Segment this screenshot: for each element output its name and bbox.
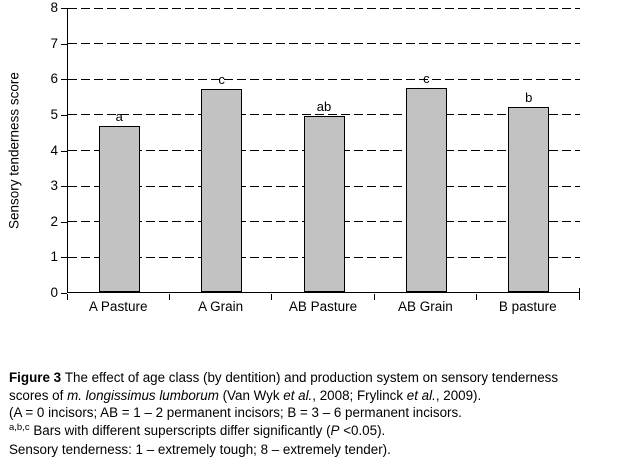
bar	[98, 125, 140, 292]
caption-segment: (A = 0 incisors; AB = 1 – 2 permanent in…	[9, 405, 462, 421]
caption-line: Sensory tenderness: 1 – extremely tough;…	[9, 441, 629, 459]
plot-area: a c ab c b	[67, 7, 580, 293]
x-category-label: AB Pasture	[288, 299, 358, 314]
x-tick-mark	[373, 294, 375, 300]
x-tick-mark	[476, 294, 478, 300]
caption-segment: et al.	[406, 387, 436, 403]
bar	[405, 87, 447, 292]
x-tick-mark	[66, 294, 68, 300]
bar-superscript-label: a	[115, 108, 123, 124]
y-tick-mark	[61, 43, 67, 45]
bar-superscript-label: c	[218, 71, 225, 87]
y-tick-mark	[61, 150, 67, 152]
y-tick-mark	[61, 221, 67, 223]
y-tick-mark	[61, 79, 67, 81]
y-tick-label: 8	[50, 0, 58, 15]
figure-caption: Figure 3 The effect of age class (by den…	[9, 369, 629, 459]
caption-segment: <0.05).	[339, 422, 386, 438]
caption-line: a,b,c Bars with different superscripts d…	[9, 422, 629, 442]
gridline	[68, 7, 580, 9]
x-tick-mark	[271, 294, 273, 300]
y-tick-label: 1	[50, 249, 58, 265]
bar-superscript-label: c	[423, 70, 430, 86]
x-category-label: AB Grain	[397, 299, 453, 314]
caption-segment: a,b,c	[9, 421, 30, 433]
x-category-label: B pasture	[498, 299, 557, 314]
caption-segment: scores of	[9, 387, 68, 403]
y-tick-mark	[61, 8, 67, 9]
x-category-label: A Grain	[198, 299, 244, 314]
gridline	[68, 114, 580, 116]
bar-superscript-label: b	[525, 90, 533, 106]
y-tick-label: 7	[50, 35, 58, 51]
y-tick-label: 2	[50, 213, 58, 229]
gridline	[68, 78, 580, 80]
caption-segment: et al.	[283, 387, 313, 403]
caption-segment: (Van Wyk	[218, 387, 284, 403]
caption-segment: Bars with different superscripts differ …	[29, 422, 331, 438]
y-tick-label: 0	[50, 285, 58, 300]
caption-segment: , 2009).	[435, 387, 482, 403]
bar	[508, 107, 550, 292]
y-tick-mark	[61, 293, 67, 294]
y-tick-label: 3	[50, 178, 58, 194]
bar-superscript-label: ab	[316, 99, 332, 115]
caption-line: scores of m. longissimus lumborum (Van W…	[9, 387, 629, 405]
y-tick-label: 6	[50, 71, 58, 87]
x-tick-mark	[168, 294, 170, 300]
bar	[303, 116, 345, 292]
caption-segment: Sensory tenderness: 1 – extremely tough;…	[9, 442, 391, 458]
caption-line: (A = 0 incisors; AB = 1 – 2 permanent in…	[9, 404, 629, 422]
caption-segment: The effect of age class (by dentition) a…	[64, 370, 559, 385]
x-category-label: A Pasture	[88, 299, 148, 314]
x-tick-mark	[578, 294, 580, 300]
caption-line: Figure 3 The effect of age class (by den…	[9, 369, 629, 387]
gridline	[68, 43, 580, 45]
bar	[201, 88, 243, 292]
caption-segment: P	[330, 422, 340, 438]
y-tick-label: 4	[50, 142, 58, 158]
plot-right-corner-tick	[579, 288, 580, 294]
caption-segment: , 2008; Frylinck	[312, 387, 407, 403]
y-tick-mark	[61, 114, 67, 116]
y-tick-label: 5	[50, 106, 58, 122]
caption-segment: Figure 3	[9, 370, 65, 385]
y-tick-mark	[61, 257, 67, 259]
caption-segment: m. longissimus lumborum	[67, 387, 219, 403]
y-tick-mark	[61, 186, 67, 188]
